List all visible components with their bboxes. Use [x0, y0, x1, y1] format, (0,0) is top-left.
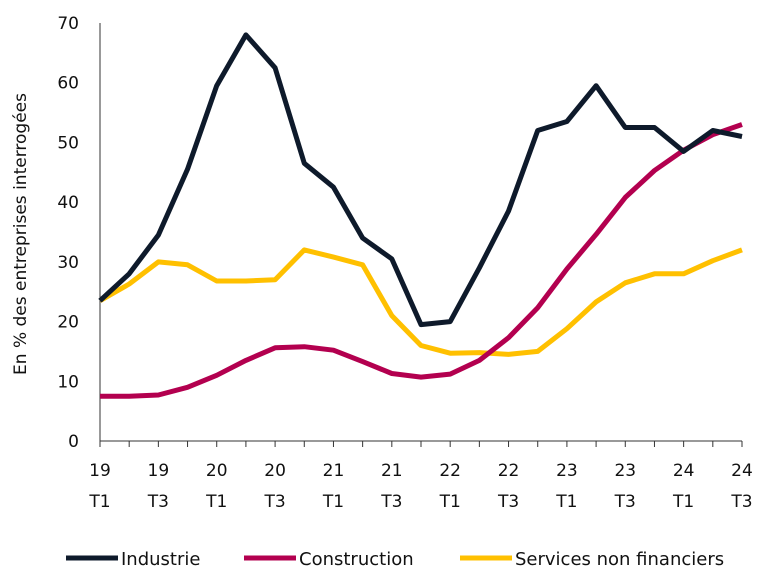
series-lines — [98, 32, 743, 399]
legend-label: Industrie — [121, 549, 200, 570]
y-tick-label: 30 — [57, 253, 79, 273]
y-tick-label: 20 — [57, 313, 79, 333]
x-tick-label-year: 24 — [731, 461, 753, 481]
legend: Industrie Construction Services non financ… — [66, 549, 724, 570]
y-tick-label: 70 — [57, 14, 79, 34]
x-tick-label-quarter: T1 — [672, 492, 694, 512]
series-line-industrie — [98, 32, 743, 328]
x-tick-label-year: 21 — [323, 461, 345, 481]
y-tick-label: 10 — [57, 372, 79, 392]
x-tick-label-quarter: T3 — [497, 492, 519, 512]
x-tick-label-quarter: T3 — [380, 492, 402, 512]
series-line-services-non-financiers — [98, 247, 743, 357]
x-tick-label-year: 19 — [89, 461, 111, 481]
x-tick-label-year: 19 — [148, 461, 170, 481]
x-tick-label-quarter: T1 — [88, 492, 110, 512]
x-tick-label-year: 22 — [498, 461, 520, 481]
x-axis — [99, 440, 743, 447]
x-tick-label-quarter: T1 — [555, 492, 577, 512]
x-tick-label-year: 20 — [264, 461, 286, 481]
x-tick-label-year: 21 — [381, 461, 403, 481]
x-tick-label-year: 20 — [206, 461, 228, 481]
x-tick-label-year: 22 — [439, 461, 461, 481]
x-tick-label-year: 24 — [673, 461, 695, 481]
x-tick-label-year: 23 — [614, 461, 636, 481]
y-tick-labels: 0 10 20 30 40 50 60 70 — [57, 14, 79, 452]
x-tick-label-quarter: T3 — [263, 492, 285, 512]
x-tick-label-year: 23 — [556, 461, 578, 481]
y-tick-label: 50 — [57, 133, 79, 153]
series-line-construction — [100, 122, 743, 399]
legend-label: Construction — [299, 549, 414, 570]
x-tick-label-quarter: T3 — [147, 492, 169, 512]
x-tick-label-quarter: T3 — [730, 492, 752, 512]
y-tick-label: 40 — [57, 193, 79, 213]
x-tick-label-quarter: T3 — [614, 492, 636, 512]
y-tick-label: 0 — [68, 432, 79, 452]
legend-label: Services non financiers — [515, 549, 724, 570]
x-tick-label-quarter: T1 — [205, 492, 227, 512]
x-tick-label-quarter: T1 — [439, 492, 461, 512]
y-tick-label: 60 — [57, 74, 79, 94]
y-axis-label: En % des entreprises interrogées — [11, 93, 31, 375]
x-tick-label-quarter: T1 — [322, 492, 344, 512]
x-tick-labels: 19 T1 19 T3 20 T1 20 T3 21 T1 21 T3 22 T1 22 T3 23 T1 23 T3… — [88, 461, 752, 512]
